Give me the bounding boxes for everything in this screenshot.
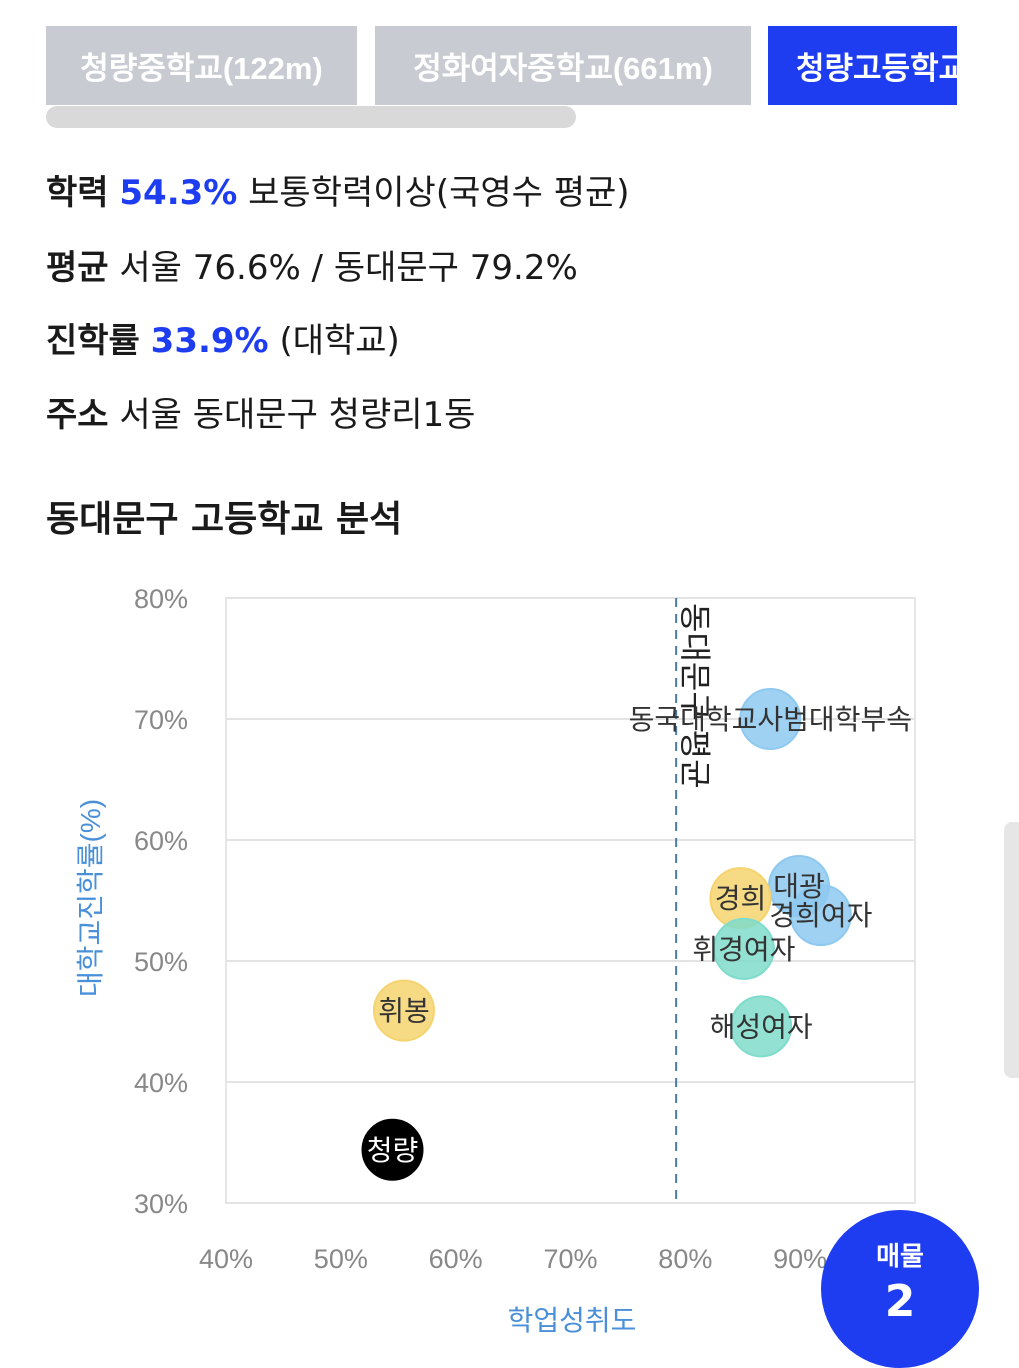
- listings-count: 2: [884, 1276, 916, 1327]
- school-point: [730, 995, 793, 1058]
- address-row: 주소 서울 동대문구 청량리1동: [46, 387, 475, 436]
- x-tick-label: 90%: [773, 1244, 827, 1274]
- average-label: 평균: [46, 248, 109, 288]
- academic-row: 학력 54.3% 보통학력이상(국영수 평균): [46, 165, 630, 214]
- admission-desc: (대학교): [279, 321, 400, 361]
- scatter-chart: 30% 40% 50% 60% 70% 80% 40% 50% 60% 70% 80% 90% 학업성취…: [75, 584, 916, 1336]
- x-tick-label: 80%: [658, 1244, 712, 1274]
- average-reference-label: 동대문구 평균: [677, 603, 713, 789]
- tab-jeonghwa-girls-middle[interactable]: 정화여자중학교(661m): [375, 26, 751, 105]
- school-point-label: 경희: [715, 883, 767, 914]
- academic-label: 학력: [46, 173, 109, 213]
- admission-label: 진학률: [46, 321, 140, 361]
- school-tabs: 청량중학교(122m) 정화여자중학교(661m) 청량고등학교: [0, 0, 1019, 140]
- y-tick-label: 70%: [134, 705, 188, 735]
- school-point: [739, 688, 802, 750]
- x-axis-title: 학업성취도: [508, 1305, 637, 1336]
- tab-cheongnyang-middle[interactable]: 청량중학교(122m): [46, 26, 357, 105]
- tab-cheongnyang-high[interactable]: 청량고등학교: [768, 26, 957, 105]
- y-tick-label: 60%: [134, 826, 188, 856]
- address-text: 서울 동대문구 청량리1동: [119, 395, 476, 435]
- school-point: [372, 979, 435, 1042]
- admission-row: 진학률 33.9% (대학교): [46, 313, 400, 362]
- section-title: 동대문구 고등학교 분석: [46, 499, 403, 540]
- y-tick-label: 30%: [134, 1189, 188, 1219]
- listings-label: 매물: [876, 1242, 924, 1272]
- school-point-label: 휘경여자: [692, 934, 795, 965]
- x-tick-label: 40%: [199, 1244, 253, 1274]
- school-point-label: 대광: [773, 871, 825, 902]
- y-axis-title: 대학교진학률(%): [75, 799, 106, 997]
- school-point-label: 휘봉: [378, 996, 430, 1027]
- y-tick-label: 80%: [134, 584, 188, 614]
- school-point-label: 동국대학교사범대학부속: [629, 704, 912, 735]
- tabs-scrollbar[interactable]: [46, 106, 576, 128]
- academic-desc: 보통학력이상(국영수 평균): [248, 173, 630, 213]
- average-row: 평균 서울 76.6% / 동대문구 79.2%: [46, 240, 578, 289]
- admission-value: 33.9%: [150, 321, 269, 361]
- school-point-label: 해성여자: [710, 1011, 813, 1042]
- school-point: [712, 917, 775, 980]
- y-tick-label: 50%: [134, 947, 188, 977]
- school-point: [361, 1118, 424, 1181]
- listings-button[interactable]: 매물 2: [821, 1210, 979, 1368]
- x-tick-label: 50%: [314, 1244, 368, 1274]
- school-point-label: 경희여자: [769, 900, 872, 931]
- x-tick-label: 60%: [429, 1244, 483, 1274]
- y-tick-label: 40%: [134, 1068, 188, 1098]
- average-text: 서울 76.6% / 동대문구 79.2%: [119, 248, 578, 288]
- school-point-label: 청량: [367, 1135, 419, 1166]
- address-label: 주소: [46, 395, 109, 435]
- page-scrollbar[interactable]: [1004, 822, 1019, 1078]
- academic-value: 54.3%: [119, 173, 238, 213]
- x-tick-label: 70%: [543, 1244, 597, 1274]
- school-point: [789, 884, 852, 947]
